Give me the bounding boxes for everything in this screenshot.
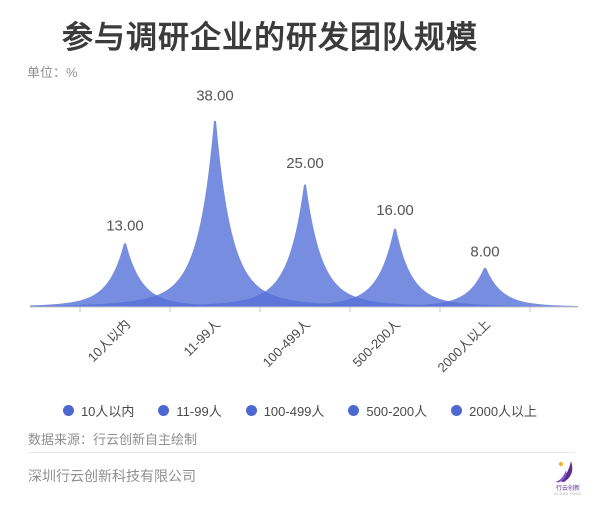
page-title: 参与调研企业的研发团队规模 [62,20,478,55]
legend-item-3[interactable]: 500-200人 [348,401,427,420]
legend-item-1[interactable]: 11-99人 [158,401,222,420]
legend-label: 11-99人 [176,404,222,419]
category-label-1: 11-99人 [180,317,223,360]
footer-divider [28,452,575,453]
legend-item-2[interactable]: 100-499人 [245,401,325,420]
legend-dot-icon [158,405,170,416]
value-label-1: 38.00 [196,87,234,104]
category-label-3: 500-200人 [350,317,404,371]
logo-text: 行云创新 [556,484,580,492]
value-label-4: 8.00 [470,243,499,260]
legend-dot-icon [348,405,360,416]
source-note: 数据来源：行云创新自主绘制 [28,432,198,447]
logo-dot-icon [558,461,564,467]
legend-dot-icon [245,405,257,416]
legend: 10人以内 11-99人 100-499人 500-200人 2000人以上 [0,401,600,420]
category-label-4: 2000人以上 [434,317,493,376]
category-label-2: 100-499人 [260,317,314,371]
unit-label: 单位：% [27,65,78,80]
chart: 13.00 38.00 25.00 16.00 8.00 10人以内 11-99人 100-4… [0,85,600,385]
logo-swoosh-small-icon [555,470,567,483]
legend-label: 500-200人 [366,404,428,419]
logo-subtext: CLOUD TOGO [554,492,581,496]
logo-swoosh-icon [558,461,573,482]
legend-label: 10人以内 [80,404,135,419]
legend-item-4[interactable]: 2000人以上 [451,401,537,420]
legend-dot-icon [62,405,74,416]
legend-item-0[interactable]: 10人以内 [62,401,135,420]
area-series-4[interactable] [30,267,578,307]
value-label-2: 25.00 [286,155,324,172]
legend-label: 100-499人 [263,404,325,419]
category-label-0: 10人以内 [85,317,133,365]
company-name: 深圳行云创新科技有限公司 [28,468,196,484]
chart-canvas: 13.00 38.00 25.00 16.00 8.00 10人以内 11-99人 100-4… [30,87,578,376]
area-series-2[interactable] [30,184,578,307]
legend-dot-icon [451,405,463,416]
area-series-0[interactable] [30,243,578,307]
legend-label: 2000人以上 [469,404,538,419]
value-label-3: 16.00 [376,202,414,219]
value-label-0: 13.00 [106,217,144,234]
